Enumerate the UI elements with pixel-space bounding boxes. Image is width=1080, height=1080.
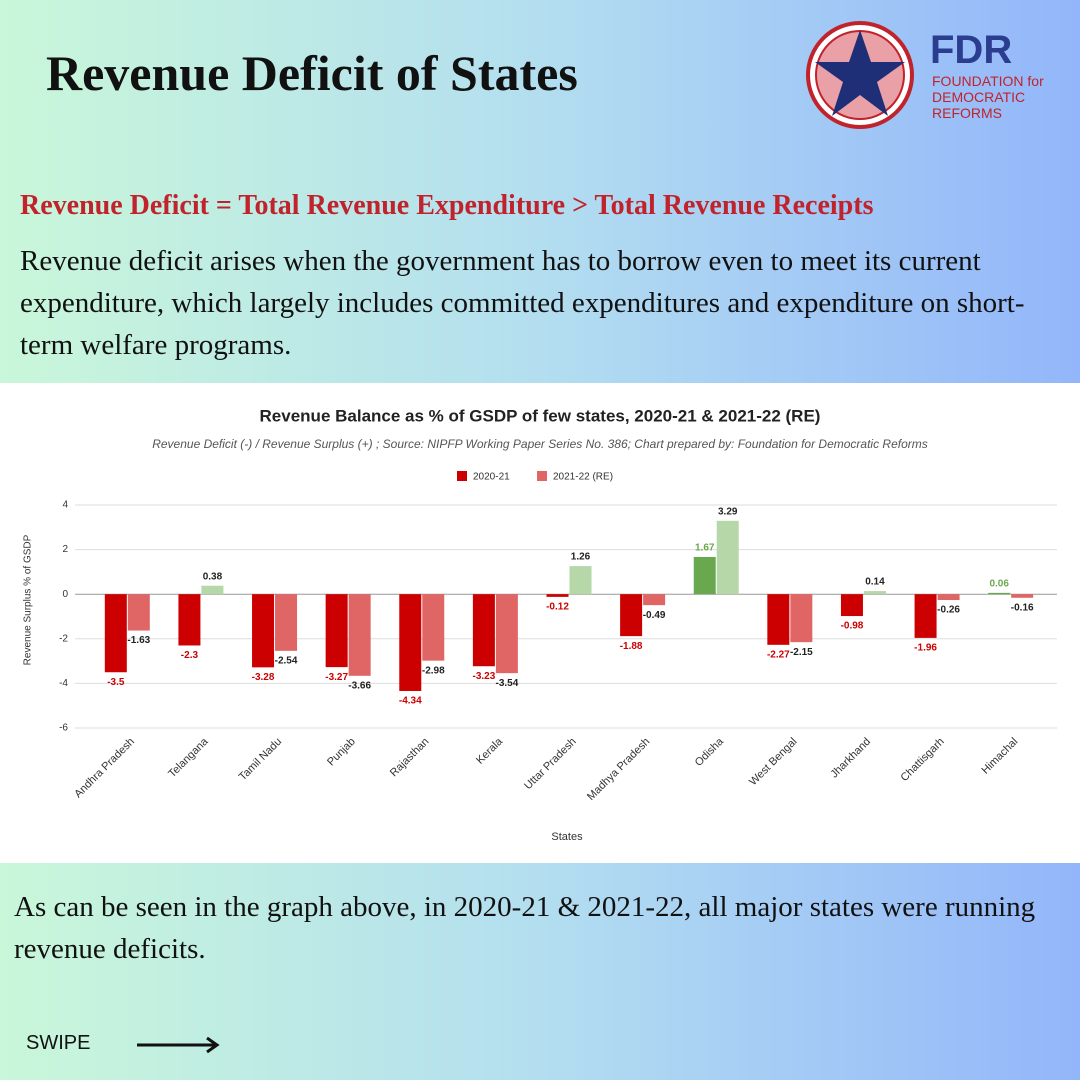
x-tick-label: Andhra Pradesh — [72, 736, 137, 801]
y-axis-label: Revenue Surplus % of GSDP — [23, 534, 34, 665]
logo-line: FOUNDATION for — [932, 73, 1044, 89]
x-tick-label: Chattisgarh — [898, 736, 946, 784]
bar — [472, 594, 495, 667]
value-label: -3.66 — [348, 680, 371, 691]
bar — [399, 594, 422, 691]
x-tick-label: Himachal — [979, 736, 1020, 777]
conclusion: As can be seen in the graph above, in 20… — [14, 891, 1036, 965]
bar — [693, 556, 716, 595]
y-tick-label: -2 — [59, 633, 68, 644]
bar — [569, 566, 592, 595]
x-tick-label: Punjab — [325, 736, 358, 769]
bar — [422, 594, 445, 661]
y-tick-label: 0 — [62, 589, 68, 600]
value-label: 1.67 — [695, 543, 715, 554]
value-label: -0.16 — [1011, 602, 1034, 613]
value-label: -0.12 — [546, 602, 569, 613]
value-label: -2.27 — [767, 649, 790, 660]
x-tick-label: Tamil Nadu — [237, 736, 284, 783]
definition: Revenue Deficit = Total Revenue Expendit… — [20, 190, 874, 221]
bar — [620, 594, 643, 637]
x-tick-label: Madhya Pradesh — [585, 736, 652, 803]
x-tick-label: Rajasthan — [388, 736, 432, 780]
chart-title: Revenue Balance as % of GSDP of few stat… — [260, 406, 821, 425]
value-label: -1.88 — [620, 641, 643, 652]
logo-abbr: FDR — [930, 28, 1013, 72]
value-label: -2.98 — [422, 665, 445, 676]
bar — [252, 594, 275, 668]
value-label: -4.34 — [399, 696, 422, 707]
y-tick-label: 4 — [62, 500, 68, 511]
bar — [178, 594, 201, 646]
bar — [767, 594, 790, 645]
logo-line: DEMOCRATIC — [932, 89, 1026, 105]
y-tick-label: 2 — [62, 544, 68, 555]
x-tick-label: Telangana — [166, 735, 211, 780]
bar — [275, 594, 298, 651]
legend-swatch — [457, 471, 467, 481]
bar — [495, 594, 518, 674]
bar — [325, 594, 348, 668]
legend-label: 2021-22 (RE) — [553, 472, 613, 483]
value-label: 0.14 — [865, 577, 885, 588]
bar — [863, 591, 886, 595]
x-tick-label: Uttar Pradesh — [522, 736, 578, 792]
value-label: 0.38 — [203, 571, 223, 582]
value-label: 1.26 — [571, 552, 591, 563]
x-tick-label: Jharkhand — [828, 736, 873, 781]
value-label: -0.98 — [841, 621, 864, 632]
y-tick-label: -4 — [59, 678, 68, 689]
value-label: -2.3 — [181, 650, 199, 661]
x-tick-label: Kerala — [474, 735, 506, 767]
chart-subtitle: Revenue Deficit (-) / Revenue Surplus (+… — [152, 437, 928, 451]
value-label: -3.28 — [252, 672, 275, 683]
bar — [348, 594, 371, 676]
swipe-label: SWIPE — [26, 1032, 91, 1054]
value-label: -3.54 — [495, 678, 518, 689]
logo-line: REFORMS — [932, 105, 1002, 121]
legend-swatch — [537, 471, 547, 481]
bar — [546, 594, 569, 597]
bar — [840, 594, 863, 617]
value-label: 0.06 — [989, 579, 1009, 590]
value-label: -1.96 — [914, 643, 937, 654]
value-label: -0.26 — [937, 605, 960, 616]
bar — [104, 594, 127, 673]
bar — [716, 520, 739, 595]
value-label: -3.27 — [325, 672, 348, 683]
x-axis-label: States — [551, 831, 583, 843]
value-label: -2.54 — [275, 655, 298, 666]
bar — [988, 592, 1011, 595]
legend-label: 2020-21 — [473, 472, 510, 483]
logo-emblem — [806, 21, 914, 129]
x-tick-label: Odisha — [693, 735, 727, 769]
bar — [937, 594, 960, 600]
chart: Revenue Balance as % of GSDP of few stat… — [0, 383, 1080, 863]
value-label: -0.49 — [643, 610, 666, 621]
value-label: -3.23 — [472, 671, 495, 682]
value-label: 3.29 — [718, 506, 738, 517]
bar — [790, 594, 813, 643]
value-label: -3.5 — [107, 677, 125, 688]
bar — [914, 594, 937, 638]
bar — [643, 594, 666, 606]
x-tick-label: West Bengal — [747, 736, 799, 788]
swipe-arrow — [137, 1036, 220, 1054]
value-label: -1.63 — [127, 635, 150, 646]
page-title: Revenue Deficit of States — [46, 45, 578, 101]
y-tick-label: -6 — [59, 723, 68, 734]
description: Revenue deficit arises when the governme… — [20, 245, 1025, 361]
bar — [1011, 594, 1034, 598]
value-label: -2.15 — [790, 647, 813, 658]
bar — [201, 585, 224, 595]
bar — [127, 594, 150, 631]
